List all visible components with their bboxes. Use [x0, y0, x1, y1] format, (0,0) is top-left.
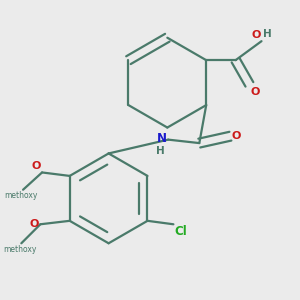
- Text: methoxy: methoxy: [3, 245, 36, 254]
- Text: O: O: [32, 161, 41, 171]
- Text: O: O: [30, 219, 39, 229]
- Text: N: N: [157, 132, 167, 145]
- Text: Cl: Cl: [175, 225, 188, 238]
- Text: O: O: [232, 131, 241, 141]
- Text: O: O: [251, 31, 261, 40]
- Text: H: H: [156, 146, 164, 156]
- Text: H: H: [263, 29, 272, 39]
- Text: methoxy: methoxy: [5, 191, 38, 200]
- Text: O: O: [250, 87, 260, 97]
